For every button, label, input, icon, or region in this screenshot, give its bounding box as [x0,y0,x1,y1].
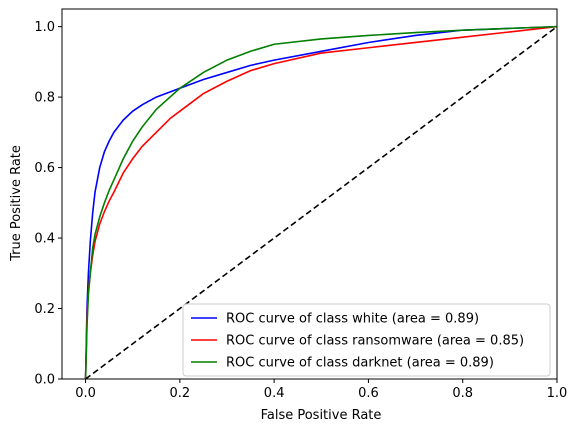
x-tick-label: 0.2 [170,386,191,401]
plot-area [84,25,558,380]
y-axis-label: True Positive Rate [9,145,24,262]
legend: ROC curve of class white (area = 0.89) RO… [182,303,551,377]
axes: 0.0 0.2 0.4 0.6 0.8 1.0 0.0 0.2 0.4 0.6 0.8 1.0 [34,8,568,401]
y-tick-label: 0.8 [34,91,55,106]
y-tick-label: 0.0 [34,373,55,388]
y-tick-label: 0.4 [34,232,55,247]
x-tick-label: 0.6 [358,386,379,401]
x-tick-label: 1.0 [547,386,568,401]
roc-curve-series-2 [84,25,558,380]
legend-box [182,303,551,377]
y-tick-label: 0.6 [34,161,55,176]
y-tick-label: 0.2 [34,302,55,317]
x-tick-label: 0.0 [75,386,96,401]
legend-label: ROC curve of class darknet (area = 0.89) [226,356,494,371]
x-axis-label: False Positive Rate [261,408,382,423]
plot-frame [61,8,558,380]
legend-label: ROC curve of class ransomware (area = 0.… [226,334,524,349]
y-tick-label: 1.0 [34,20,55,35]
legend-label: ROC curve of class white (area = 0.89) [226,312,479,327]
roc-curve-series-0 [84,25,558,380]
x-tick-label: 0.4 [264,386,285,401]
roc-curve-series-1 [84,25,558,380]
x-tick-label: 0.8 [452,386,473,401]
chance-diagonal-line [85,25,558,380]
